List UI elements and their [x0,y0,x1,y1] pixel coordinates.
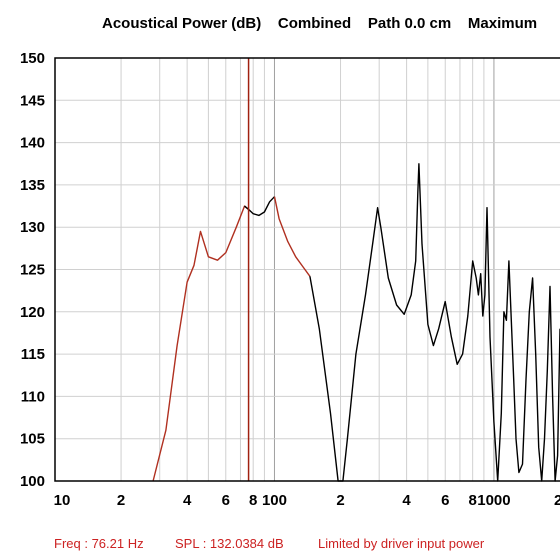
y-tick-label: 135 [20,177,45,194]
y-tick-label: 105 [20,431,45,448]
y-tick-label: 145 [20,92,45,109]
y-tick-label: 125 [20,262,45,279]
x-tick-label: 2 [554,492,560,509]
limited-response-curve [152,205,250,482]
x-tick-label: 10 [54,492,71,509]
y-tick-label: 150 [20,50,45,67]
x-tick-label: 2 [117,492,125,509]
status-frequency: Freq : 76.21 Hz [54,536,144,551]
y-tick-label: 100 [20,473,45,490]
x-tick-label: 8 [249,492,257,509]
x-tick-label: 1000 [477,492,510,509]
curves [152,163,560,482]
y-tick-label: 130 [20,219,45,236]
y-axis-ticks: 150 145 140 135 130 125 120 115 110 105 100 [20,50,45,490]
x-axis-ticks: 10 2 4 6 8 100 2 4 6 8 1000 2 [54,492,560,509]
y-tick-label: 110 [21,388,45,405]
response-curve [309,163,560,482]
limited-response-curve [273,196,311,277]
x-tick-label: 100 [262,492,287,509]
x-tick-label: 6 [222,492,230,509]
grid [55,58,560,481]
y-tick-label: 140 [20,135,45,152]
x-tick-label: 6 [441,492,449,509]
x-tick-label: 2 [336,492,344,509]
status-limit-note: Limited by driver input power [318,536,485,551]
plot-frame [54,57,560,482]
x-tick-label: 8 [468,492,476,509]
x-tick-label: 4 [183,492,192,509]
y-tick-label: 115 [21,346,45,363]
x-tick-label: 4 [402,492,411,509]
chart-title: Acoustical Power (dB) Combined Path 0.0 … [102,15,537,32]
y-tick-label: 120 [20,304,45,321]
status-spl: SPL : 132.0384 dB [175,536,284,551]
